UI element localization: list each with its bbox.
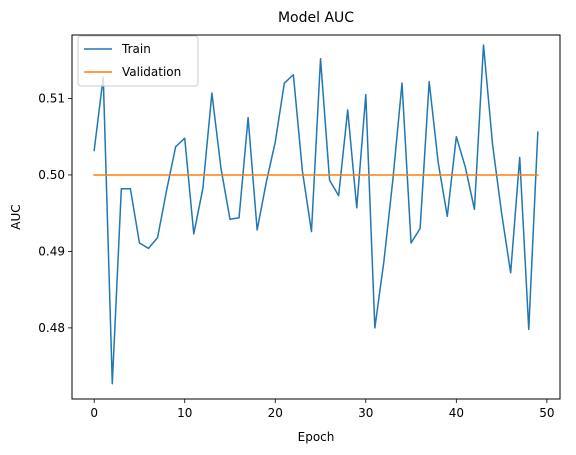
y-tick-label: 0.48 — [38, 321, 65, 335]
x-tick-label: 30 — [358, 406, 373, 420]
x-tick-label: 0 — [90, 406, 98, 420]
x-tick-label: 20 — [268, 406, 283, 420]
legend: Train Validation — [77, 35, 199, 87]
legend-label-train: Train — [121, 42, 151, 56]
x-tick-label: 10 — [177, 406, 192, 420]
series-line-train — [93, 44, 539, 385]
x-axis-label: Epoch — [298, 430, 335, 444]
y-axis: 0.48 0.49 0.50 0.51 — [38, 91, 72, 335]
chart-title: Model AUC — [278, 10, 354, 26]
y-tick-label: 0.50 — [38, 168, 65, 182]
y-axis-label: AUC — [9, 204, 23, 229]
x-axis: 0 10 20 30 40 50 — [90, 399, 555, 420]
legend-label-validation: Validation — [122, 65, 181, 79]
x-tick-label: 40 — [449, 406, 464, 420]
y-tick-label: 0.51 — [38, 91, 65, 105]
plot-frame — [71, 34, 561, 400]
y-tick-label: 0.49 — [38, 244, 65, 258]
plot-area — [93, 44, 539, 385]
x-tick-label: 50 — [539, 406, 554, 420]
